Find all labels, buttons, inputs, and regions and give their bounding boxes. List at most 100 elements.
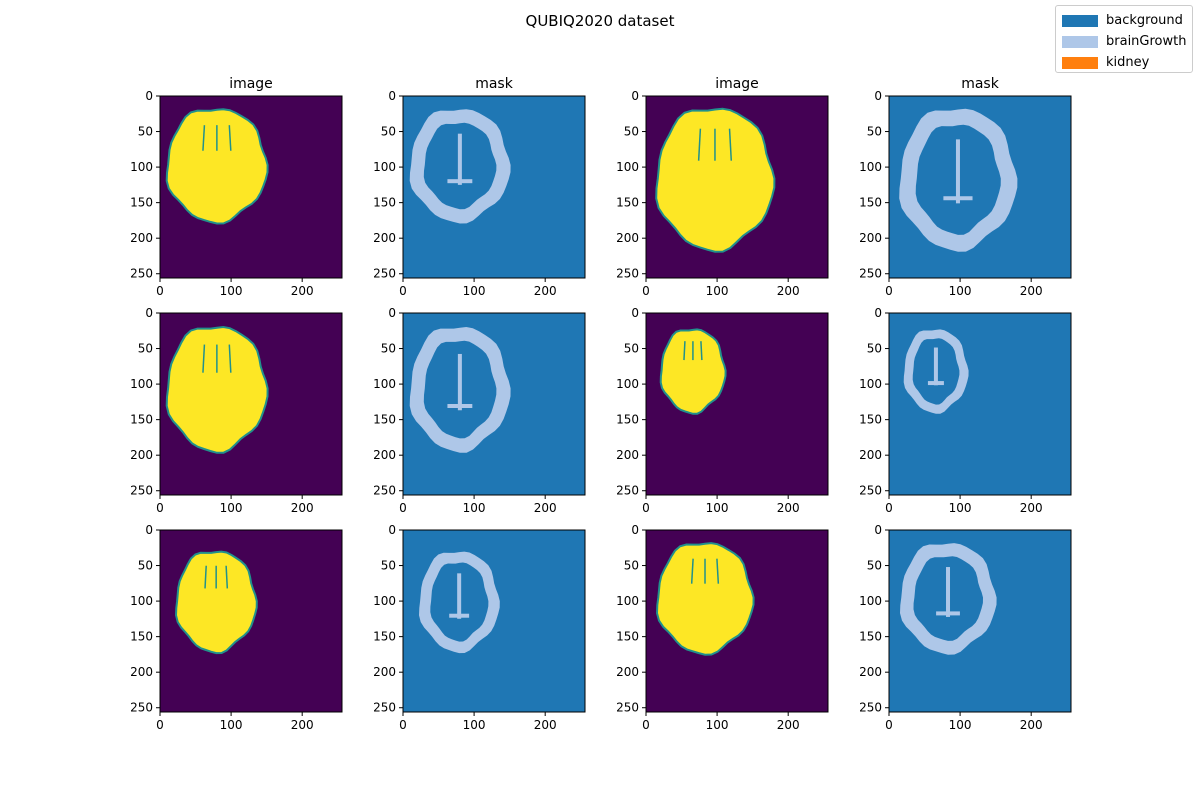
midline-structure [457,133,462,185]
figure-title: QUBIQ2020 dataset [525,12,675,30]
axes-frame [159,529,343,713]
y-tick-label: 150 [130,413,153,427]
x-tick-label: 0 [399,501,407,515]
x-tick-label: 200 [291,718,314,732]
x-tick-label: 200 [777,501,800,515]
ventricle-structure [927,381,944,386]
y-tick-label: 100 [859,377,882,391]
x-tick-label: 100 [706,284,729,298]
brain-region [655,542,755,656]
y-tick-label: 50 [867,342,882,356]
subplot-title: mask [475,76,514,92]
axes-frame [645,529,829,713]
ventricle-structure [449,613,470,618]
legend-label: kidney [1106,55,1150,70]
y-tick-label: 100 [130,377,153,391]
axes-frame [888,312,1072,496]
y-tick-label: 150 [616,196,639,210]
y-tick-label: 200 [616,231,639,245]
y-tick-label: 0 [631,89,639,103]
y-tick-label: 50 [867,125,882,139]
y-tick-label: 50 [624,342,639,356]
y-tick-label: 250 [373,484,396,498]
x-tick-label: 200 [291,284,314,298]
subplot-mask: 0 100 200 0 50 100 150 200 250 [859,523,1072,732]
y-tick-label: 0 [874,306,882,320]
legend: background brainGrowth kidney [1055,5,1193,73]
sulcus-mark [683,341,686,361]
subplot-mask: 0 100 200 0 50 100 150 200 250 [373,306,586,515]
x-tick-label: 0 [156,501,164,515]
y-tick-label: 0 [874,523,882,537]
x-tick-label: 100 [220,501,243,515]
y-tick-label: 150 [859,196,882,210]
y-tick-label: 150 [859,413,882,427]
legend-item-kidney: kidney [1062,52,1186,73]
axes-frame [159,95,343,279]
y-tick-label: 50 [138,342,153,356]
x-tick-label: 100 [949,718,972,732]
y-tick-label: 250 [859,267,882,281]
x-tick-label: 200 [534,501,557,515]
x-tick-label: 200 [1020,501,1043,515]
x-tick-label: 200 [777,284,800,298]
x-tick-label: 200 [1020,284,1043,298]
y-tick-label: 50 [138,559,153,573]
y-tick-label: 200 [859,448,882,462]
y-tick-label: 200 [373,231,396,245]
y-tick-label: 200 [616,448,639,462]
y-tick-label: 250 [859,484,882,498]
midline-structure [946,567,951,617]
y-tick-label: 200 [859,231,882,245]
y-tick-label: 250 [373,701,396,715]
subplot-title: image [715,76,759,92]
y-tick-label: 200 [130,448,153,462]
axes-frame [159,312,343,496]
x-tick-label: 100 [220,284,243,298]
x-tick-label: 200 [534,284,557,298]
midline-structure [457,353,462,411]
y-tick-label: 150 [859,630,882,644]
y-tick-label: 0 [631,306,639,320]
y-tick-label: 250 [859,701,882,715]
y-tick-label: 0 [388,306,396,320]
brain-region [655,107,776,253]
sulcus-mark [202,344,206,373]
subplot-image: 0 100 200 0 50 100 150 200 250 [616,306,829,515]
axes-frame [888,95,1072,279]
x-tick-label: 200 [291,501,314,515]
y-tick-label: 100 [373,594,396,608]
axes-frame [402,312,586,496]
x-tick-label: 0 [642,718,650,732]
y-tick-label: 200 [130,665,153,679]
x-tick-label: 0 [885,284,893,298]
y-tick-label: 0 [388,89,396,103]
brain-region [659,328,727,415]
x-tick-label: 0 [642,501,650,515]
ventricle-structure [936,611,960,616]
y-tick-label: 100 [130,594,153,608]
subplot-image: 0 100 200 0 50 100 150 200 250 [616,523,829,732]
sulcus-mark [228,125,232,151]
y-tick-label: 150 [373,196,396,210]
sulcus-mark [225,565,229,589]
x-tick-label: 100 [949,284,972,298]
sulcus-mark [728,128,733,161]
y-tick-label: 250 [130,701,153,715]
subplot-title: mask [961,76,1000,92]
y-tick-label: 200 [859,665,882,679]
x-tick-label: 100 [463,501,486,515]
y-tick-label: 50 [624,559,639,573]
y-tick-label: 150 [616,630,639,644]
y-tick-label: 50 [867,559,882,573]
y-tick-label: 100 [859,160,882,174]
subplot-image: 0 100 200 0 50 100 150 200 250 [130,523,343,732]
y-tick-label: 0 [388,523,396,537]
y-tick-label: 100 [373,377,396,391]
y-tick-label: 150 [130,630,153,644]
y-tick-label: 250 [616,484,639,498]
sulcus-mark [697,128,702,161]
ventricle-structure [943,196,973,201]
y-tick-label: 150 [373,413,396,427]
legend-label: brainGrowth [1106,34,1187,49]
